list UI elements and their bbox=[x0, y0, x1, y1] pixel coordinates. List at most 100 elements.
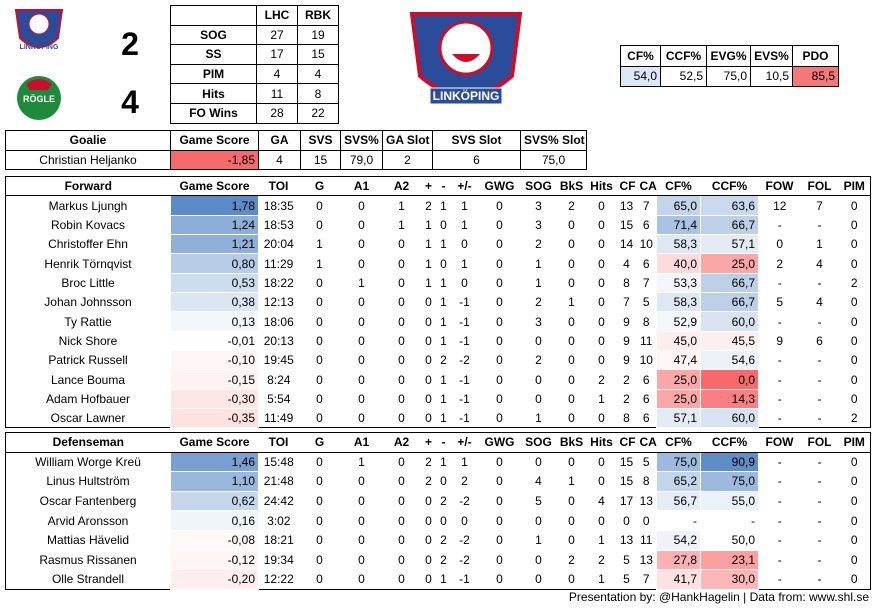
stat-cell: -0,10 bbox=[170, 350, 259, 371]
stat-cell: 0 bbox=[425, 533, 432, 548]
column-header: TOI bbox=[258, 176, 299, 197]
stat-cell: 6 bbox=[642, 372, 650, 387]
stat-cell: 0 bbox=[358, 295, 365, 310]
stat-cell: - bbox=[817, 494, 822, 509]
stat-cell: 0 bbox=[568, 217, 575, 232]
stat-cell: 0 bbox=[398, 411, 405, 426]
stat-cell: 1 bbox=[316, 237, 323, 252]
stat-cell: 0 bbox=[398, 333, 405, 348]
column-header: + bbox=[420, 432, 437, 453]
player-row: Christian Heljanko -1,85 4 15 79,0 2 6 75,0 bbox=[5, 149, 587, 170]
stat-cell: - bbox=[817, 411, 822, 426]
column-header: CF bbox=[616, 432, 637, 453]
stat-cell: -1 bbox=[459, 295, 470, 310]
stat-cell: 0 bbox=[398, 275, 405, 290]
column-header: CA bbox=[636, 432, 657, 453]
stat-cell: 0 bbox=[425, 572, 432, 587]
stat-cell: 18:35 bbox=[263, 198, 294, 213]
player-name: Nick Shore bbox=[58, 333, 118, 348]
stat-cell: 66,7 bbox=[700, 272, 759, 294]
stat-cell: 15 bbox=[619, 217, 634, 232]
player-name: Mattias Hävelid bbox=[46, 533, 130, 548]
stat-cell: 0 bbox=[598, 295, 605, 310]
stat-cell: 0 bbox=[398, 552, 405, 567]
stat-cell: 2 bbox=[598, 372, 605, 387]
header-row: Goalie Game Score GA SVS SVS% GA Slot SVS Slot… bbox=[5, 130, 587, 151]
stat-cell: 1 bbox=[425, 256, 432, 271]
stat-value: 4 bbox=[256, 63, 298, 85]
stat-cell: 6 bbox=[642, 391, 650, 406]
stat-cell: 0,0 bbox=[700, 369, 759, 390]
stat-cell: 0 bbox=[496, 411, 503, 426]
stat-cell: - bbox=[817, 474, 822, 489]
stat-cell: 2 bbox=[461, 474, 468, 489]
stat-cell: -2 bbox=[459, 353, 470, 368]
stat-cell: 1 bbox=[461, 256, 468, 271]
stat-cell: 14,3 bbox=[700, 388, 759, 410]
stat-cell: 0 bbox=[316, 353, 323, 368]
stat-label: Hits bbox=[170, 83, 257, 104]
column-header: +/- bbox=[450, 432, 479, 453]
stat-cell: 0 bbox=[850, 533, 858, 548]
stat-cell: -2 bbox=[459, 494, 470, 509]
stat-cell: 0 bbox=[496, 198, 503, 213]
stat-cell: 18:22 bbox=[263, 275, 294, 290]
stat-cell: 8 bbox=[623, 411, 630, 426]
player-row: Ty Rattie 0,13 18:06 0 0 0 0 1 -1 0 3 0 0 9 8 52,9 60,0-… bbox=[6, 311, 871, 332]
stat-cell: 2 bbox=[568, 552, 575, 567]
stat-cell: 10 bbox=[639, 353, 653, 368]
stat-cell: 1 bbox=[440, 295, 447, 310]
stat-cell: 90,9 bbox=[700, 451, 759, 473]
stat-cell: 75,0 bbox=[700, 471, 759, 492]
column-header: + bbox=[420, 176, 437, 197]
stat-cell: 0 bbox=[316, 572, 323, 587]
stat-cell: 2 bbox=[425, 455, 432, 470]
stat-cell: 13 bbox=[619, 533, 634, 548]
stat-cell: 1 bbox=[598, 533, 605, 548]
stat-cell: 0 bbox=[496, 533, 503, 548]
team-header: RBK bbox=[297, 5, 339, 26]
stat-cell: 0 bbox=[535, 572, 542, 587]
stat-cell: 11:29 bbox=[264, 256, 294, 271]
stat-cell: -0,15 bbox=[170, 369, 259, 390]
stat-label: SOG bbox=[170, 24, 257, 46]
stat-cell: -2 bbox=[459, 552, 470, 567]
stat-cell: 25,0 bbox=[700, 253, 759, 274]
stat-cell: 1 bbox=[358, 275, 365, 290]
column-header: Forward bbox=[5, 176, 171, 197]
summary-value: 75,0 bbox=[706, 65, 751, 87]
stat-value: 27 bbox=[256, 24, 298, 46]
player-row: Lance Bouma -0,15 8:24 0 0 0 0 1 -1 0 0 0 2 2 6 25,0 0,0… bbox=[6, 369, 871, 390]
stat-value: 8 bbox=[297, 83, 339, 104]
column-header: FOL bbox=[800, 176, 839, 197]
stat-cell: 63,6 bbox=[700, 195, 759, 216]
stat-cell: 5 bbox=[535, 494, 542, 509]
summary-header: EVG% bbox=[706, 45, 751, 67]
stat-cell: 0 bbox=[496, 552, 503, 567]
stat-cell: 0 bbox=[598, 237, 605, 252]
stat-cell: 0 bbox=[461, 513, 468, 528]
summary-header: EVS% bbox=[750, 45, 793, 67]
stat-value: 15 bbox=[297, 44, 339, 65]
summary-header: CCF% bbox=[660, 45, 707, 67]
stat-cell: - bbox=[777, 353, 782, 368]
stat-cell: -2 bbox=[459, 533, 470, 548]
stat-cell: 0 bbox=[568, 275, 575, 290]
stat-value: 22 bbox=[297, 102, 339, 124]
stat-cell: 1 bbox=[535, 411, 542, 426]
stat-cell: - bbox=[777, 275, 782, 290]
stat-cell: 65,2 bbox=[656, 471, 701, 492]
column-header: SVS bbox=[300, 130, 341, 151]
stat-cell: 12:22 bbox=[263, 572, 294, 587]
stat-cell: 2 bbox=[440, 353, 447, 368]
stat-cell: 2 bbox=[440, 494, 447, 509]
stat-cell: 0 bbox=[316, 372, 323, 387]
stat-cell: 0 bbox=[398, 455, 405, 470]
stat-cell: 0 bbox=[568, 494, 575, 509]
stat-cell: 5 bbox=[642, 295, 650, 310]
defense-table: Defenseman Game Score TOI G A1 A2 + - +/- GWG SOG B… bbox=[5, 432, 871, 590]
column-header: CF% bbox=[656, 176, 701, 197]
stat-cell: 2 bbox=[568, 198, 575, 213]
stat-cell: 0 bbox=[316, 217, 323, 232]
column-header: Game Score bbox=[170, 176, 259, 197]
